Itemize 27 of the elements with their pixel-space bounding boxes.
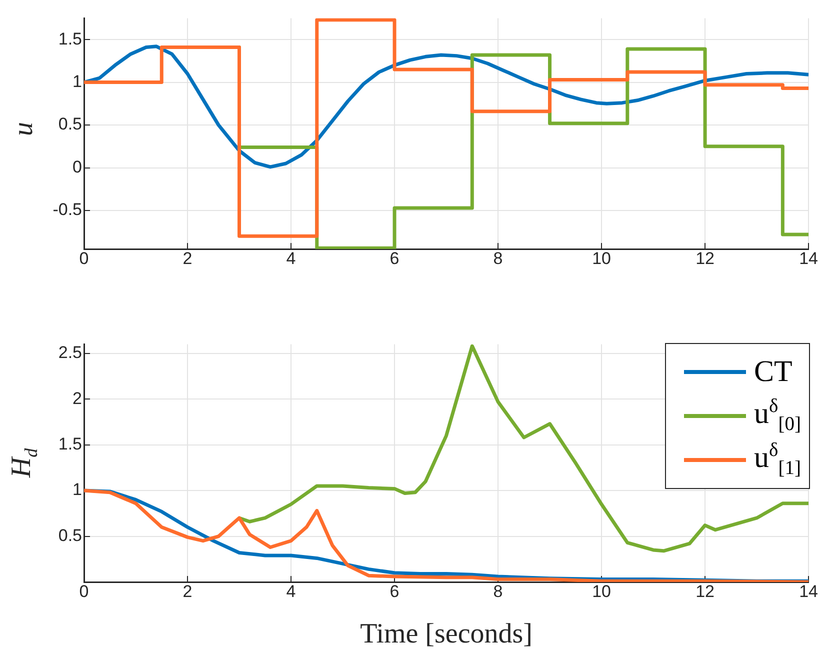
x-tick-label: 2 [182, 248, 192, 268]
x-tick-label: 12 [696, 582, 714, 601]
x-tick-label: 10 [592, 248, 611, 268]
x-tick-label: 8 [493, 582, 503, 601]
x-tick-label: 4 [286, 248, 296, 268]
x-tick-label: 10 [592, 582, 611, 601]
y-tick-label: 0.5 [58, 114, 82, 134]
y-tick-label: 1 [72, 480, 82, 500]
y-tick-label: -0.5 [52, 200, 82, 220]
x-tick-label: 14 [799, 582, 818, 601]
y-tick-label: 2 [72, 388, 82, 408]
x-tick-label: 6 [390, 248, 400, 268]
x-tick-label: 4 [286, 582, 296, 601]
x-tick-label: 14 [799, 248, 818, 268]
x-tick-label: 6 [390, 582, 400, 601]
y-tick-label: 2.5 [58, 343, 82, 362]
x-tick-label: 12 [696, 248, 714, 268]
legend-label: CT [754, 355, 792, 389]
y-tick-label: 1.5 [58, 29, 82, 48]
x-axis-title: Time [seconds] [360, 618, 532, 650]
x-tick-label: 8 [493, 248, 503, 268]
y-tick-label: 0.5 [58, 526, 82, 545]
y-axis-title: u [8, 122, 40, 136]
y-tick-label: 1 [72, 72, 82, 91]
x-tick-label: 2 [182, 582, 192, 601]
y-tick-label: 0 [72, 157, 82, 176]
y-tick-label: 1.5 [58, 434, 82, 454]
